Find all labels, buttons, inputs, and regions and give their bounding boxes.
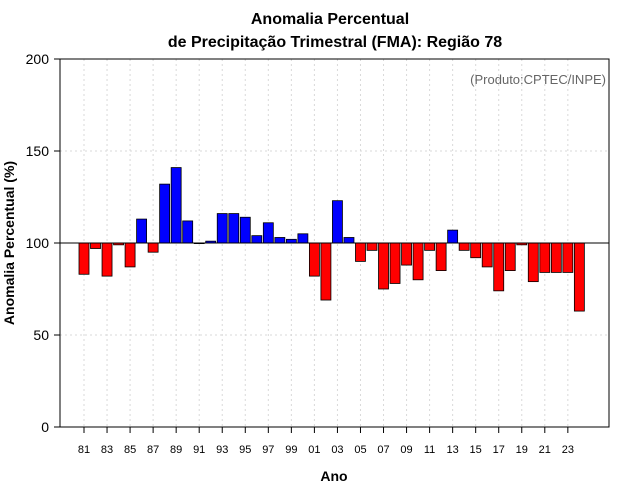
bar-2015 <box>470 242 482 259</box>
bars <box>78 167 585 312</box>
bar-2022 <box>550 242 562 273</box>
x-tick-label: 93 <box>216 444 228 456</box>
x-tick-label: 95 <box>239 444 251 456</box>
bar-1981 <box>78 242 90 275</box>
bar-1997 <box>262 222 274 244</box>
bar-1982 <box>90 242 101 249</box>
x-axis-label: Ano <box>320 468 347 484</box>
bar-1989 <box>170 167 182 244</box>
bar-1999 <box>285 238 297 244</box>
bar-2006 <box>366 242 378 251</box>
y-tick-label: 100 <box>26 235 50 251</box>
x-tick-label: 15 <box>470 444 482 456</box>
bar-1990 <box>182 220 194 244</box>
bar-2020 <box>527 242 539 283</box>
x-tick-label: 97 <box>262 444 274 456</box>
bar-1995 <box>239 216 251 244</box>
x-tick-label: 05 <box>354 444 366 456</box>
bar-1983 <box>101 242 113 277</box>
x-tick-label: 09 <box>400 444 412 456</box>
bar-2017 <box>493 242 505 292</box>
x-tick-label: 21 <box>539 444 551 456</box>
x-tick-label: 07 <box>377 444 389 456</box>
x-tick-label: 87 <box>147 444 159 456</box>
bar-2005 <box>355 242 366 262</box>
x-tick-label: 17 <box>493 444 505 456</box>
bar-2010 <box>412 242 424 281</box>
x-tick-label: 11 <box>424 444 435 456</box>
x-axis: 81 83 85 87 89 91 93 95 97 99 01 03 05 07 09 11 13 15 17 19… <box>78 427 574 456</box>
bar-1988 <box>159 183 171 244</box>
x-tick-label: 19 <box>516 444 528 456</box>
x-tick-label: 81 <box>78 444 90 456</box>
x-tick-label: 23 <box>562 444 574 456</box>
bar-2018 <box>504 242 516 272</box>
bar-2012 <box>435 242 447 272</box>
bar-2013 <box>447 229 459 244</box>
y-axis: 0 50 100 150 200 <box>26 51 60 435</box>
bar-2007 <box>378 242 389 290</box>
bar-2021 <box>539 242 551 273</box>
y-tick-label: 0 <box>41 419 49 435</box>
y-tick-label: 50 <box>33 327 49 343</box>
x-tick-label: 83 <box>101 444 113 456</box>
bar-2016 <box>481 242 493 268</box>
bar-2024 <box>573 242 585 312</box>
bar-2011 <box>424 242 436 251</box>
bar-2023 <box>562 242 574 273</box>
bar-1987 <box>147 242 159 253</box>
bar-1993 <box>216 213 228 244</box>
x-tick-label: 03 <box>331 444 343 456</box>
chart-title-line1: Anomalia Percentual <box>251 11 409 28</box>
x-tick-label: 99 <box>285 444 297 456</box>
x-tick-label: 01 <box>308 444 320 456</box>
bar-1985 <box>124 242 136 268</box>
y-axis-label: Anomalia Percentual (%) <box>1 161 17 325</box>
credit-label: (Produto:CPTEC/INPE) <box>470 72 606 87</box>
y-tick-label: 200 <box>26 51 50 67</box>
bar-2002 <box>320 242 332 301</box>
x-tick-label: 91 <box>193 444 205 456</box>
bar-1998 <box>274 237 286 244</box>
bar-1986 <box>136 218 148 244</box>
y-tick-label: 150 <box>26 143 50 159</box>
grid <box>60 59 609 427</box>
bar-2009 <box>401 242 412 266</box>
x-tick-label: 85 <box>124 444 136 456</box>
bar-2004 <box>343 237 355 244</box>
chart-title-line2: de Precipitação Trimestral (FMA): Região… <box>168 34 502 51</box>
bar-2001 <box>308 242 320 277</box>
bar-2014 <box>458 242 470 251</box>
bar-2003 <box>332 200 343 244</box>
bar-2000 <box>297 233 309 244</box>
x-tick-label: 13 <box>447 444 459 456</box>
bar-1994 <box>228 213 240 244</box>
bar-1996 <box>251 235 263 244</box>
x-tick-label: 89 <box>170 444 182 456</box>
bar-2008 <box>389 242 401 284</box>
